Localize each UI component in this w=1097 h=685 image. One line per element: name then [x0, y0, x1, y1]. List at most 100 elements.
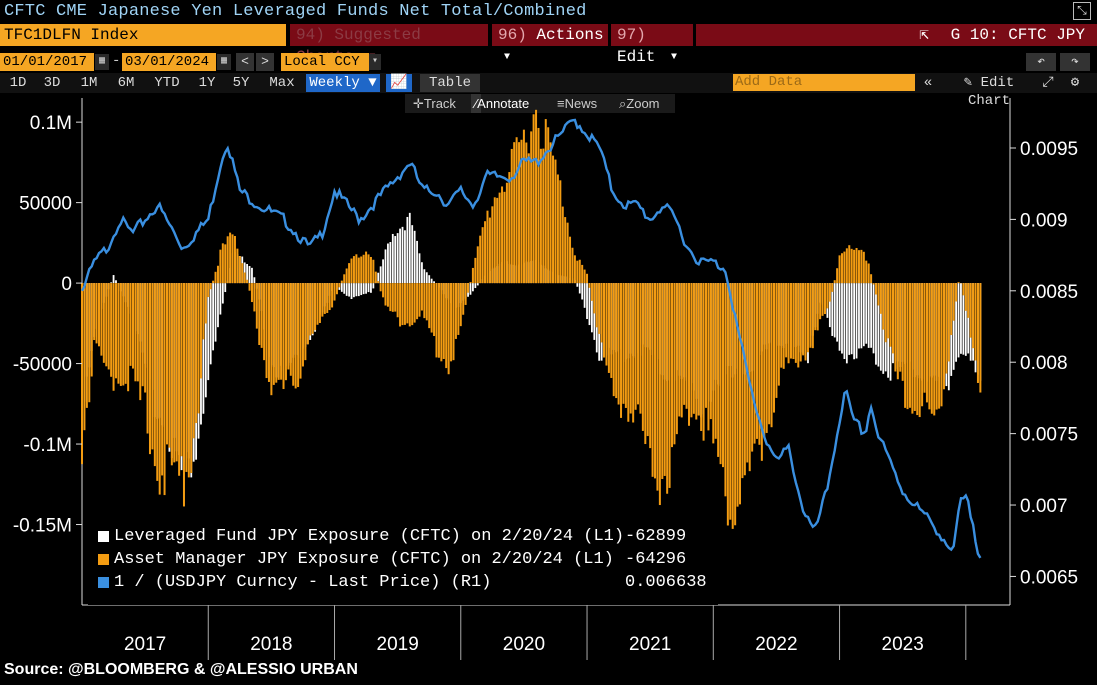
period-1d[interactable]: 1D: [9, 75, 27, 91]
asset-manager-bar: [518, 142, 521, 284]
asset-manager-bar: [617, 283, 620, 405]
asset-manager-bar: [311, 283, 314, 334]
asset-manager-bar: [862, 251, 865, 284]
add-data-input[interactable]: Add Data: [733, 74, 915, 91]
period-1y[interactable]: 1Y: [198, 75, 216, 91]
asset-manager-bar: [891, 283, 894, 354]
asset-manager-bar: [785, 283, 788, 358]
asset-manager-bar: [588, 283, 591, 288]
asset-manager-bar: [272, 283, 275, 385]
launch-button[interactable]: ⇱ G 10: CFTC JPY: [696, 24, 1097, 46]
asset-manager-bar: [481, 227, 484, 284]
leveraged-bar: [853, 283, 856, 360]
legend-swatch: [98, 554, 109, 565]
asset-manager-bar: [629, 283, 632, 414]
prev-button[interactable]: <: [236, 53, 254, 71]
asset-manager-bar: [887, 283, 890, 339]
asset-manager-bar: [578, 259, 581, 284]
asset-manager-bar: [493, 197, 496, 284]
gear-icon[interactable]: ⚙: [1070, 75, 1080, 91]
asset-manager-bar: [644, 283, 647, 445]
asset-manager-bar: [282, 283, 285, 390]
asset-manager-bar: [622, 283, 625, 404]
start-date-input[interactable]: 01/01/2017: [0, 53, 94, 71]
asset-manager-bar: [741, 283, 744, 479]
asset-manager-bar: [355, 254, 358, 284]
asset-manager-bar: [717, 283, 720, 457]
asset-manager-bar: [632, 283, 635, 423]
asset-manager-bar: [719, 283, 722, 465]
leveraged-bar: [350, 283, 353, 300]
asset-manager-bar: [870, 274, 873, 284]
redo-icon[interactable]: ↷: [1060, 53, 1090, 71]
settings-alt-icon[interactable]: ⤢: [1042, 75, 1054, 91]
leveraged-bar: [413, 230, 416, 284]
asset-manager-bar: [484, 221, 487, 284]
next-button[interactable]: >: [256, 53, 274, 71]
asset-manager-bar: [93, 283, 96, 341]
asset-manager-bar: [471, 267, 474, 284]
caret-down-icon[interactable]: ▾: [369, 54, 381, 70]
period-1m[interactable]: 1M: [80, 75, 98, 91]
asset-manager-bar: [141, 283, 144, 387]
asset-manager-bar: [226, 236, 229, 284]
year-label: 2021: [629, 634, 671, 655]
calendar-icon[interactable]: ▦: [95, 54, 109, 70]
leveraged-bar: [370, 283, 372, 293]
launch-label: G 10: CFTC JPY: [950, 26, 1085, 44]
edit-button[interactable]: 97) Edit ▼: [611, 24, 693, 66]
asset-manager-bar: [437, 283, 440, 358]
collapse-icon[interactable]: «: [923, 75, 933, 91]
period-5y[interactable]: 5Y: [232, 75, 250, 91]
asset-manager-bar: [522, 129, 525, 284]
actions-button[interactable]: 96) Actions ▼: [492, 24, 608, 63]
asset-manager-bar: [955, 283, 958, 302]
line-chart-icon[interactable]: 📈: [386, 74, 412, 92]
frequency-select[interactable]: Weekly ▼: [306, 74, 380, 92]
legend-label: 1 / (USDJPY Curncy - Last Price) (R1): [114, 573, 492, 592]
period-ytd[interactable]: YTD: [154, 75, 180, 91]
asset-manager-bar: [639, 283, 642, 414]
asset-manager-bar: [979, 283, 982, 393]
asset-manager-bar: [865, 260, 868, 284]
end-date-input[interactable]: 03/01/2024: [122, 53, 216, 71]
leveraged-bar: [353, 283, 355, 298]
asset-manager-bar: [901, 283, 904, 381]
asset-manager-bar: [734, 283, 737, 526]
zoom-tool[interactable]: ⌕ Zoom: [619, 96, 660, 111]
leveraged-bar: [428, 275, 431, 284]
resize-icon[interactable]: ⤡: [1073, 2, 1091, 20]
asset-manager-bar: [386, 283, 389, 307]
annotate-tool[interactable]: ∕ Annotate: [471, 94, 529, 113]
asset-manager-bar: [972, 283, 975, 349]
asset-manager-bar: [267, 283, 270, 382]
asset-manager-bar: [702, 283, 705, 441]
asset-manager-bar: [525, 142, 528, 284]
currency-select[interactable]: Local CCY: [281, 53, 369, 71]
leveraged-bar: [828, 283, 831, 328]
asset-manager-bar: [906, 283, 909, 410]
news-tool[interactable]: ≡ News: [557, 96, 598, 111]
asset-manager-bar: [845, 248, 848, 284]
period-3d[interactable]: 3D: [43, 75, 61, 91]
asset-manager-bar: [787, 283, 790, 364]
asset-manager-bar: [391, 283, 394, 312]
asset-manager-bar: [775, 283, 778, 398]
edit-chart-button[interactable]: ✎ Edit Chart: [944, 74, 1034, 109]
undo-icon[interactable]: ↶: [1026, 53, 1056, 71]
table-button[interactable]: Table: [420, 74, 480, 92]
suggested-charts-button[interactable]: 94) Suggested Charts ▼: [290, 24, 488, 66]
calendar-icon[interactable]: ▦: [217, 54, 231, 70]
asset-manager-bar: [275, 283, 278, 383]
period-max[interactable]: Max: [269, 75, 295, 91]
ticker-input[interactable]: TFC1DLFN Index: [0, 24, 286, 46]
leveraged-bar: [384, 249, 387, 284]
leveraged-bar: [340, 283, 343, 292]
track-tool[interactable]: ✛ Track: [413, 96, 456, 111]
year-label: 2022: [755, 634, 797, 655]
edit-chart-label: Edit Chart: [967, 75, 1015, 109]
period-6m[interactable]: 6M: [117, 75, 135, 91]
leveraged-bar: [957, 283, 960, 358]
asset-manager-bar: [554, 159, 557, 284]
